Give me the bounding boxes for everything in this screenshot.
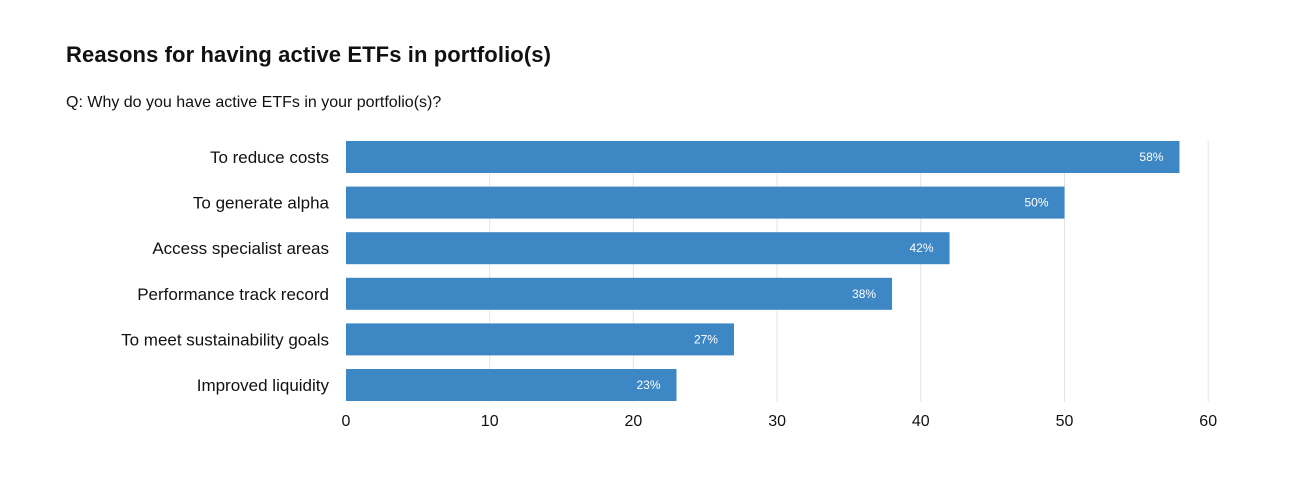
- grid-lines: [489, 141, 1209, 402]
- bar: [346, 323, 734, 356]
- x-tick-label: 20: [625, 413, 643, 430]
- x-tick-label: 60: [1199, 413, 1217, 430]
- bar: [346, 277, 893, 310]
- bar-value-label: 58%: [1139, 150, 1163, 164]
- bar: [346, 232, 950, 265]
- category-label: To reduce costs: [210, 148, 329, 167]
- category-label: Access specialist areas: [152, 239, 329, 258]
- bar: [346, 141, 1180, 173]
- bar-value-label: 42%: [910, 241, 934, 255]
- x-tick-label: 0: [342, 413, 351, 430]
- category-label: To generate alpha: [193, 194, 330, 213]
- category-label: To meet sustainability goals: [121, 330, 329, 349]
- bar-value-label: 38%: [852, 287, 876, 301]
- chart-subtitle: Q: Why do you have active ETFs in your p…: [66, 94, 442, 111]
- chart-title: Reasons for having active ETFs in portfo…: [66, 42, 552, 67]
- x-tick-label: 50: [1056, 413, 1074, 430]
- bars: 58% 50% 42% 38% 27% 23%: [346, 141, 1180, 401]
- x-tick-label: 30: [768, 413, 786, 430]
- bar-value-label: 23%: [636, 378, 660, 392]
- x-tick-label: 40: [912, 413, 930, 430]
- x-axis-tick-labels: 0 10 20 30 40 50 60: [342, 413, 1218, 430]
- bar: [346, 369, 677, 401]
- bar: [346, 186, 1065, 219]
- bar-value-label: 27%: [694, 332, 718, 346]
- x-tick-label: 10: [481, 413, 499, 430]
- bar-value-label: 50%: [1024, 196, 1048, 210]
- category-label: Improved liquidity: [197, 376, 330, 395]
- category-label: Performance track record: [137, 285, 329, 304]
- category-labels: To reduce costs To generate alpha Access s…: [121, 148, 329, 395]
